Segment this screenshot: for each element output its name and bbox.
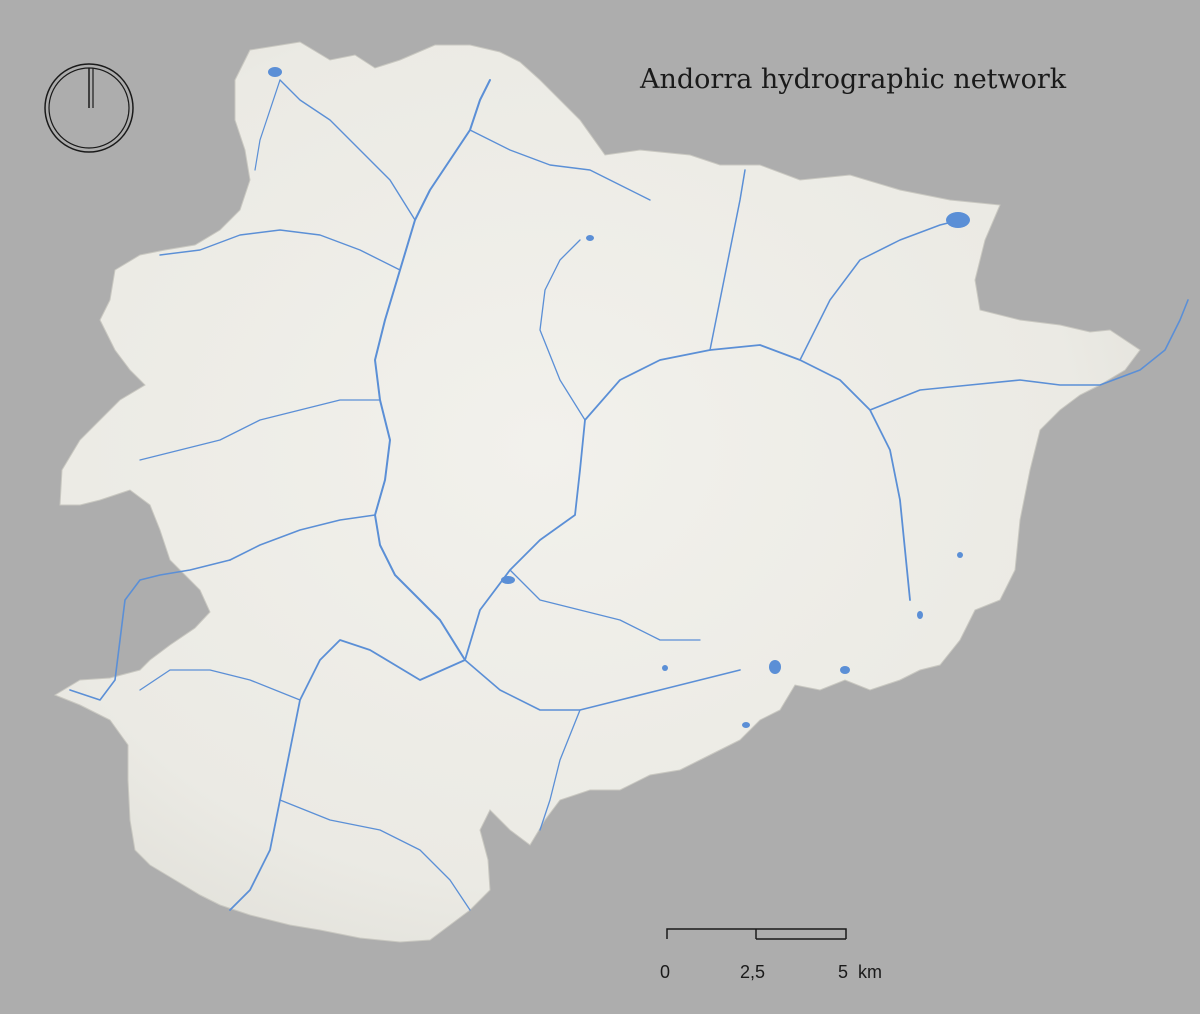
lake <box>769 660 781 674</box>
lake <box>840 666 850 674</box>
river-west-outlet <box>69 559 231 701</box>
river-northwest <box>159 229 401 271</box>
river-central-east <box>539 239 586 421</box>
scale-bar: 0 2,5 5 km <box>660 928 882 982</box>
lake <box>946 212 970 228</box>
river-north-east-upper <box>469 129 651 201</box>
scale-label-mid: 2,5 <box>740 962 765 982</box>
river-west-middle <box>139 399 381 461</box>
river-center-south <box>509 569 701 641</box>
lake <box>268 67 282 77</box>
river-west-lower <box>139 669 301 701</box>
north-arrow-icon <box>44 63 134 153</box>
river-south-east-lower <box>539 709 581 831</box>
river-east-branch <box>709 169 746 351</box>
river-valira-nord <box>229 514 376 561</box>
map-title: Andorra hydrographic network <box>639 64 1067 95</box>
lake <box>586 235 594 241</box>
lake <box>917 611 923 619</box>
river-south-bottom <box>279 799 471 911</box>
river-main-valira <box>374 79 491 661</box>
andorra-land <box>53 41 1141 943</box>
scale-unit: km <box>858 962 882 982</box>
scale-label-zero: 0 <box>660 962 670 982</box>
scale-label-end: 5 <box>838 962 848 982</box>
river-southeast-stem <box>464 659 741 711</box>
river-east-outlet <box>869 299 1189 411</box>
lake <box>957 552 963 558</box>
river-north-upper <box>279 79 416 221</box>
river-northeast-branch <box>799 219 961 361</box>
lake <box>662 665 668 671</box>
river-network <box>69 79 1189 911</box>
river-valira-orient <box>464 344 911 661</box>
lake <box>742 722 750 728</box>
lakes <box>268 67 970 728</box>
river-upper-left <box>254 79 281 171</box>
lake <box>501 576 515 584</box>
